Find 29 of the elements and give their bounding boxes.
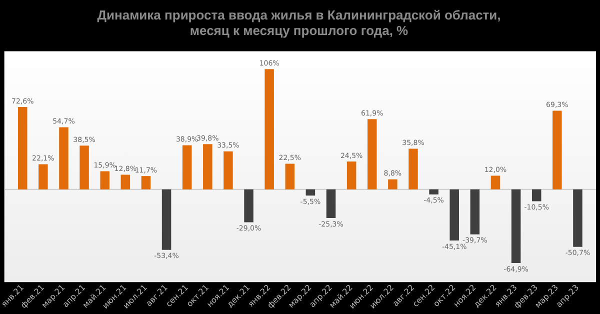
bar	[511, 189, 521, 263]
bar	[408, 148, 418, 190]
bar	[182, 145, 192, 190]
bar	[120, 174, 130, 190]
bar	[203, 144, 212, 190]
bar	[532, 189, 542, 202]
bar	[552, 110, 562, 190]
bar	[368, 119, 377, 190]
bar	[100, 171, 110, 190]
bar	[450, 189, 459, 240]
bar	[346, 162, 356, 190]
chart-title: Динамика прироста ввода жилья в Калининградской области, месяц к месяцу прошлого года, %	[97, 7, 501, 38]
bar	[59, 127, 68, 190]
bar	[244, 189, 254, 222]
bar	[306, 189, 316, 196]
bar	[162, 189, 172, 250]
bar	[38, 164, 48, 190]
bar	[429, 189, 438, 194]
bar	[326, 189, 336, 218]
bar	[264, 69, 274, 190]
bar	[490, 176, 500, 190]
bar	[224, 151, 233, 190]
bar	[388, 179, 398, 190]
bar	[80, 146, 89, 190]
bar	[18, 106, 28, 190]
bar	[573, 189, 582, 247]
bar	[470, 189, 480, 234]
bar	[141, 176, 151, 190]
bar	[285, 164, 295, 190]
